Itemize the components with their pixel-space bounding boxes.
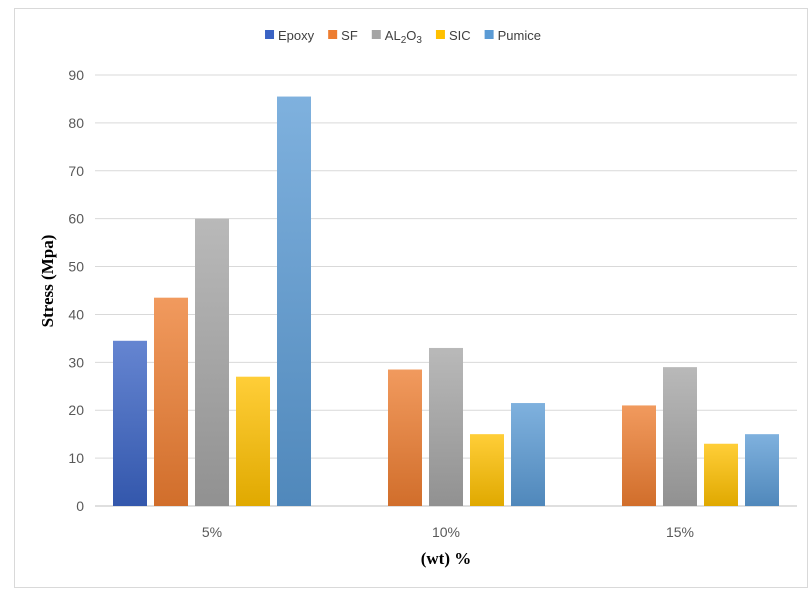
bar-sic-10pct bbox=[470, 434, 504, 506]
bar-pumice-10pct bbox=[511, 403, 545, 506]
legend-label: Epoxy bbox=[278, 28, 315, 43]
y-tick-label: 50 bbox=[68, 259, 84, 275]
legend-item-pumice: Pumice bbox=[484, 28, 541, 43]
bars bbox=[113, 96, 779, 507]
legend: Epoxy SF AL2O3 SIC Pumice bbox=[265, 28, 541, 46]
legend-swatch bbox=[328, 30, 338, 39]
legend-label: SIC bbox=[449, 28, 471, 43]
bar-al2o3-10pct bbox=[429, 347, 463, 506]
y-axis-ticks: 0 10 20 30 40 50 60 70 80 90 bbox=[68, 67, 84, 514]
y-tick-label: 0 bbox=[76, 498, 84, 514]
y-tick-label: 80 bbox=[68, 115, 84, 131]
bar-pumice-5pct bbox=[277, 96, 311, 507]
legend-swatch bbox=[484, 30, 494, 39]
y-tick-label: 10 bbox=[68, 450, 84, 466]
y-tick-label: 40 bbox=[68, 306, 84, 322]
legend-label: AL2O3 bbox=[385, 28, 423, 46]
y-axis-title: Stress (Mpa) bbox=[38, 235, 57, 328]
y-tick-label: 90 bbox=[68, 67, 84, 83]
bar-sf-10pct bbox=[388, 369, 422, 506]
chart-area: Epoxy SF AL2O3 SIC Pumice 0 10 20 30 40 50 60 70 80 9… bbox=[14, 8, 808, 588]
y-tick-label: 60 bbox=[68, 211, 84, 227]
y-tick-label: 20 bbox=[68, 402, 84, 418]
legend-swatch bbox=[371, 30, 381, 39]
bar-sf-5pct bbox=[154, 297, 188, 506]
x-tick-label: 10% bbox=[432, 524, 460, 540]
bar-al2o3-15pct bbox=[663, 367, 697, 506]
bar-epoxy-5pct bbox=[113, 340, 147, 506]
y-tick-label: 30 bbox=[68, 354, 84, 370]
bar-pumice-15pct bbox=[745, 434, 779, 506]
bar-chart: Epoxy SF AL2O3 SIC Pumice 0 10 20 30 40 50 60 70 80 9… bbox=[38, 28, 797, 568]
legend-item-sf: SF bbox=[328, 28, 358, 43]
x-axis-ticks: 5% 10% 15% bbox=[202, 524, 694, 540]
legend-swatch bbox=[265, 30, 275, 39]
legend-label: SF bbox=[341, 28, 358, 43]
y-tick-label: 70 bbox=[68, 163, 84, 179]
legend-item-al2o3: AL2O3 bbox=[371, 28, 423, 46]
bar-al2o3-5pct bbox=[195, 218, 229, 506]
legend-item-epoxy: Epoxy bbox=[265, 28, 315, 43]
legend-item-sic: SIC bbox=[435, 28, 471, 43]
x-axis-title: (wt) % bbox=[421, 549, 472, 568]
legend-swatch bbox=[435, 30, 445, 39]
bar-sic-15pct bbox=[704, 443, 738, 506]
bar-sf-15pct bbox=[622, 405, 656, 506]
x-tick-label: 15% bbox=[666, 524, 694, 540]
x-tick-label: 5% bbox=[202, 524, 222, 540]
bar-sic-5pct bbox=[236, 376, 270, 506]
legend-label: Pumice bbox=[498, 28, 541, 43]
